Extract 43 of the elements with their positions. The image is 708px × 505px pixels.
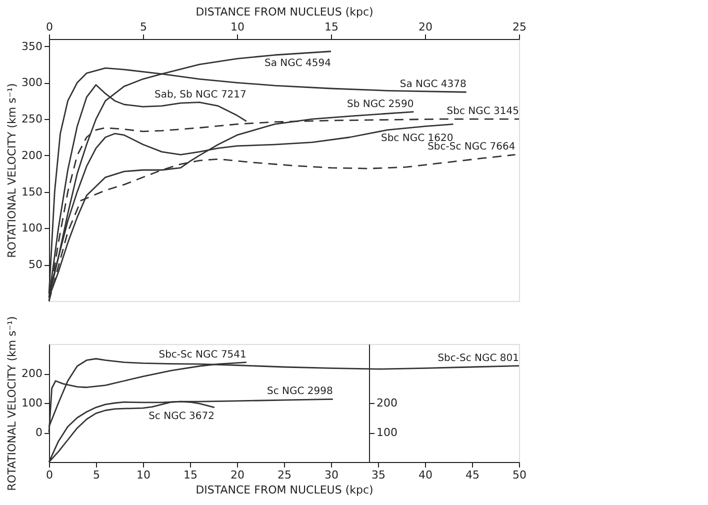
series-label: Sc NGC 3672 xyxy=(148,411,214,422)
x-tick-label: 20 xyxy=(230,468,244,482)
x-tick-label: 10 xyxy=(230,20,244,34)
x-tick-label: 25 xyxy=(512,20,526,34)
y-tick-label: 200 xyxy=(22,367,42,380)
series-label: Sbc-Sc NGC 801 xyxy=(438,352,519,364)
series-label: Sc NGC 2998 xyxy=(267,386,333,398)
y2-tick-label: 100 xyxy=(376,426,398,439)
y-tick-label: 100 xyxy=(22,396,42,410)
y-tick-label: 50 xyxy=(28,258,42,272)
x-tick-label: 40 xyxy=(418,468,432,482)
x-axis-title: DISTANCE FROM NUCLEUS (kpc) xyxy=(196,484,374,496)
y-tick-label: 250 xyxy=(22,112,42,126)
x-tick-label: 10 xyxy=(136,468,150,482)
x-tick-label: 5 xyxy=(140,20,147,34)
series-label: Sbc NGC 3145 xyxy=(446,106,519,118)
y-axis-title: ROTATIONAL VELOCITY (km s⁻¹) xyxy=(6,83,19,258)
x-axis-title: DISTANCE FROM NUCLEUS (kpc) xyxy=(196,6,374,18)
y-tick-label: 150 xyxy=(22,185,42,198)
x-tick-label: 15 xyxy=(324,20,338,34)
x-tick-label: 15 xyxy=(184,468,198,482)
y-tick-label: 300 xyxy=(22,76,42,90)
y-tick-label: 350 xyxy=(22,40,42,53)
series-label: Sbc-Sc NGC 7541 xyxy=(158,349,246,360)
x-tick-label: 5 xyxy=(93,468,100,482)
y2-tick-label: 200 xyxy=(376,396,398,410)
x-tick-label: 50 xyxy=(512,468,526,482)
series-label: Sa NGC 4378 xyxy=(400,79,466,90)
y-tick-label: 200 xyxy=(22,148,42,162)
x-tick-label: 35 xyxy=(372,468,386,482)
series-label: Sa NGC 4594 xyxy=(264,58,331,70)
series-label: Sb NGC 2590 xyxy=(347,98,414,110)
x-tick-label: 25 xyxy=(278,468,292,482)
series-label: Sbc-Sc NGC 7664 xyxy=(428,142,516,153)
x-tick-label: 45 xyxy=(466,468,480,482)
y-axis-title: ROTATIONAL VELOCITY (km s⁻¹) xyxy=(6,316,19,491)
x-tick-label: 30 xyxy=(324,468,338,482)
x-tick-label: 20 xyxy=(418,20,432,34)
y-tick-label: 100 xyxy=(22,222,42,235)
x-tick-label: 0 xyxy=(46,20,53,34)
series-label: Sab, Sb NGC 7217 xyxy=(154,89,246,100)
y-tick-label: 0 xyxy=(36,426,42,439)
x-tick-label: 0 xyxy=(46,468,53,482)
